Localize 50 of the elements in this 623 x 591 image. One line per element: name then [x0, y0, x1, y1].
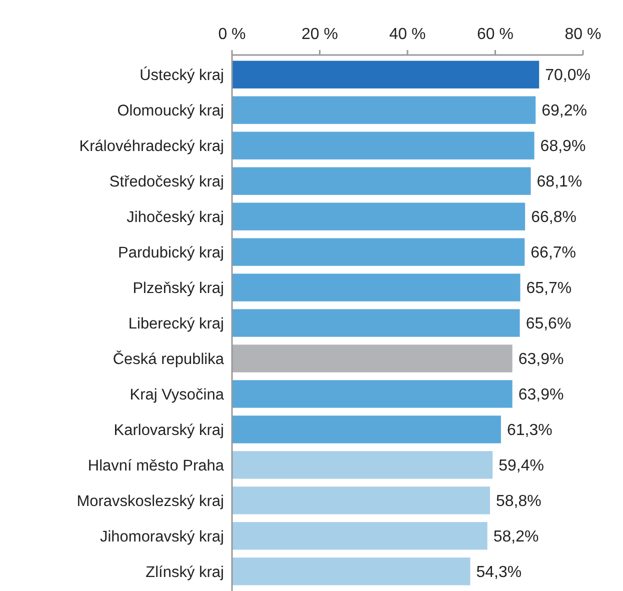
data-label: 54,3% — [476, 564, 522, 581]
data-label: 69,2% — [542, 102, 587, 120]
bar — [232, 416, 501, 444]
y-tick-label: Moravskoslezský kraj — [76, 492, 224, 510]
x-tick-label: 40 % — [389, 26, 426, 43]
bar — [232, 274, 520, 302]
y-tick-label: Karlovarský kraj — [114, 422, 224, 439]
data-label: 58,2% — [493, 528, 539, 546]
bar — [232, 60, 540, 88]
data-label: 66,7% — [530, 244, 576, 262]
y-tick-label: Kraj Vysočina — [130, 386, 224, 404]
bar — [232, 558, 470, 586]
bar — [232, 238, 525, 266]
data-label: 68,1% — [536, 174, 582, 191]
y-tick-label: Plzeňský kraj — [132, 280, 224, 297]
bar — [232, 380, 512, 408]
bar — [232, 132, 534, 160]
bar — [232, 202, 526, 230]
y-tick-label: Jihočeský kraj — [126, 208, 224, 226]
x-tick-label: 0 % — [218, 26, 246, 43]
y-tick-label: Hlavní město Praha — [88, 457, 224, 474]
x-tick-label: 20 % — [302, 26, 338, 43]
data-label: 58,8% — [496, 493, 542, 510]
bar — [232, 522, 488, 550]
x-tick-label: 80 % — [564, 26, 602, 43]
x-tick-label: 60 % — [477, 26, 514, 43]
data-label: 63,9% — [518, 351, 564, 368]
data-label: 59,4% — [498, 458, 544, 475]
y-tick-label: Jihomoravský kraj — [100, 528, 224, 546]
bar — [232, 344, 512, 372]
data-label: 68,9% — [540, 138, 586, 156]
y-tick-label: Olomoucký kraj — [117, 102, 224, 120]
y-tick-label: Česká republika — [112, 350, 224, 368]
data-label: 63,9% — [518, 386, 564, 404]
y-tick-label: Středočeský kraj — [109, 173, 224, 190]
bar — [232, 309, 520, 337]
y-tick-label: Královéhradecký kraj — [79, 138, 224, 156]
bar — [232, 486, 490, 514]
y-tick-label: Ústecký kraj — [140, 66, 224, 84]
y-tick-label: Liberecký kraj — [128, 315, 224, 332]
data-label: 61,3% — [506, 422, 552, 440]
bar — [232, 167, 531, 195]
y-tick-label: Zlínský kraj — [146, 564, 224, 581]
data-label: 66,8% — [531, 209, 576, 226]
data-label: 65,6% — [526, 316, 572, 333]
y-tick-label: Pardubický kraj — [118, 244, 224, 262]
bar — [232, 451, 493, 479]
data-label: 70,0% — [545, 67, 590, 84]
bar — [232, 96, 536, 124]
data-label: 65,7% — [526, 280, 572, 298]
